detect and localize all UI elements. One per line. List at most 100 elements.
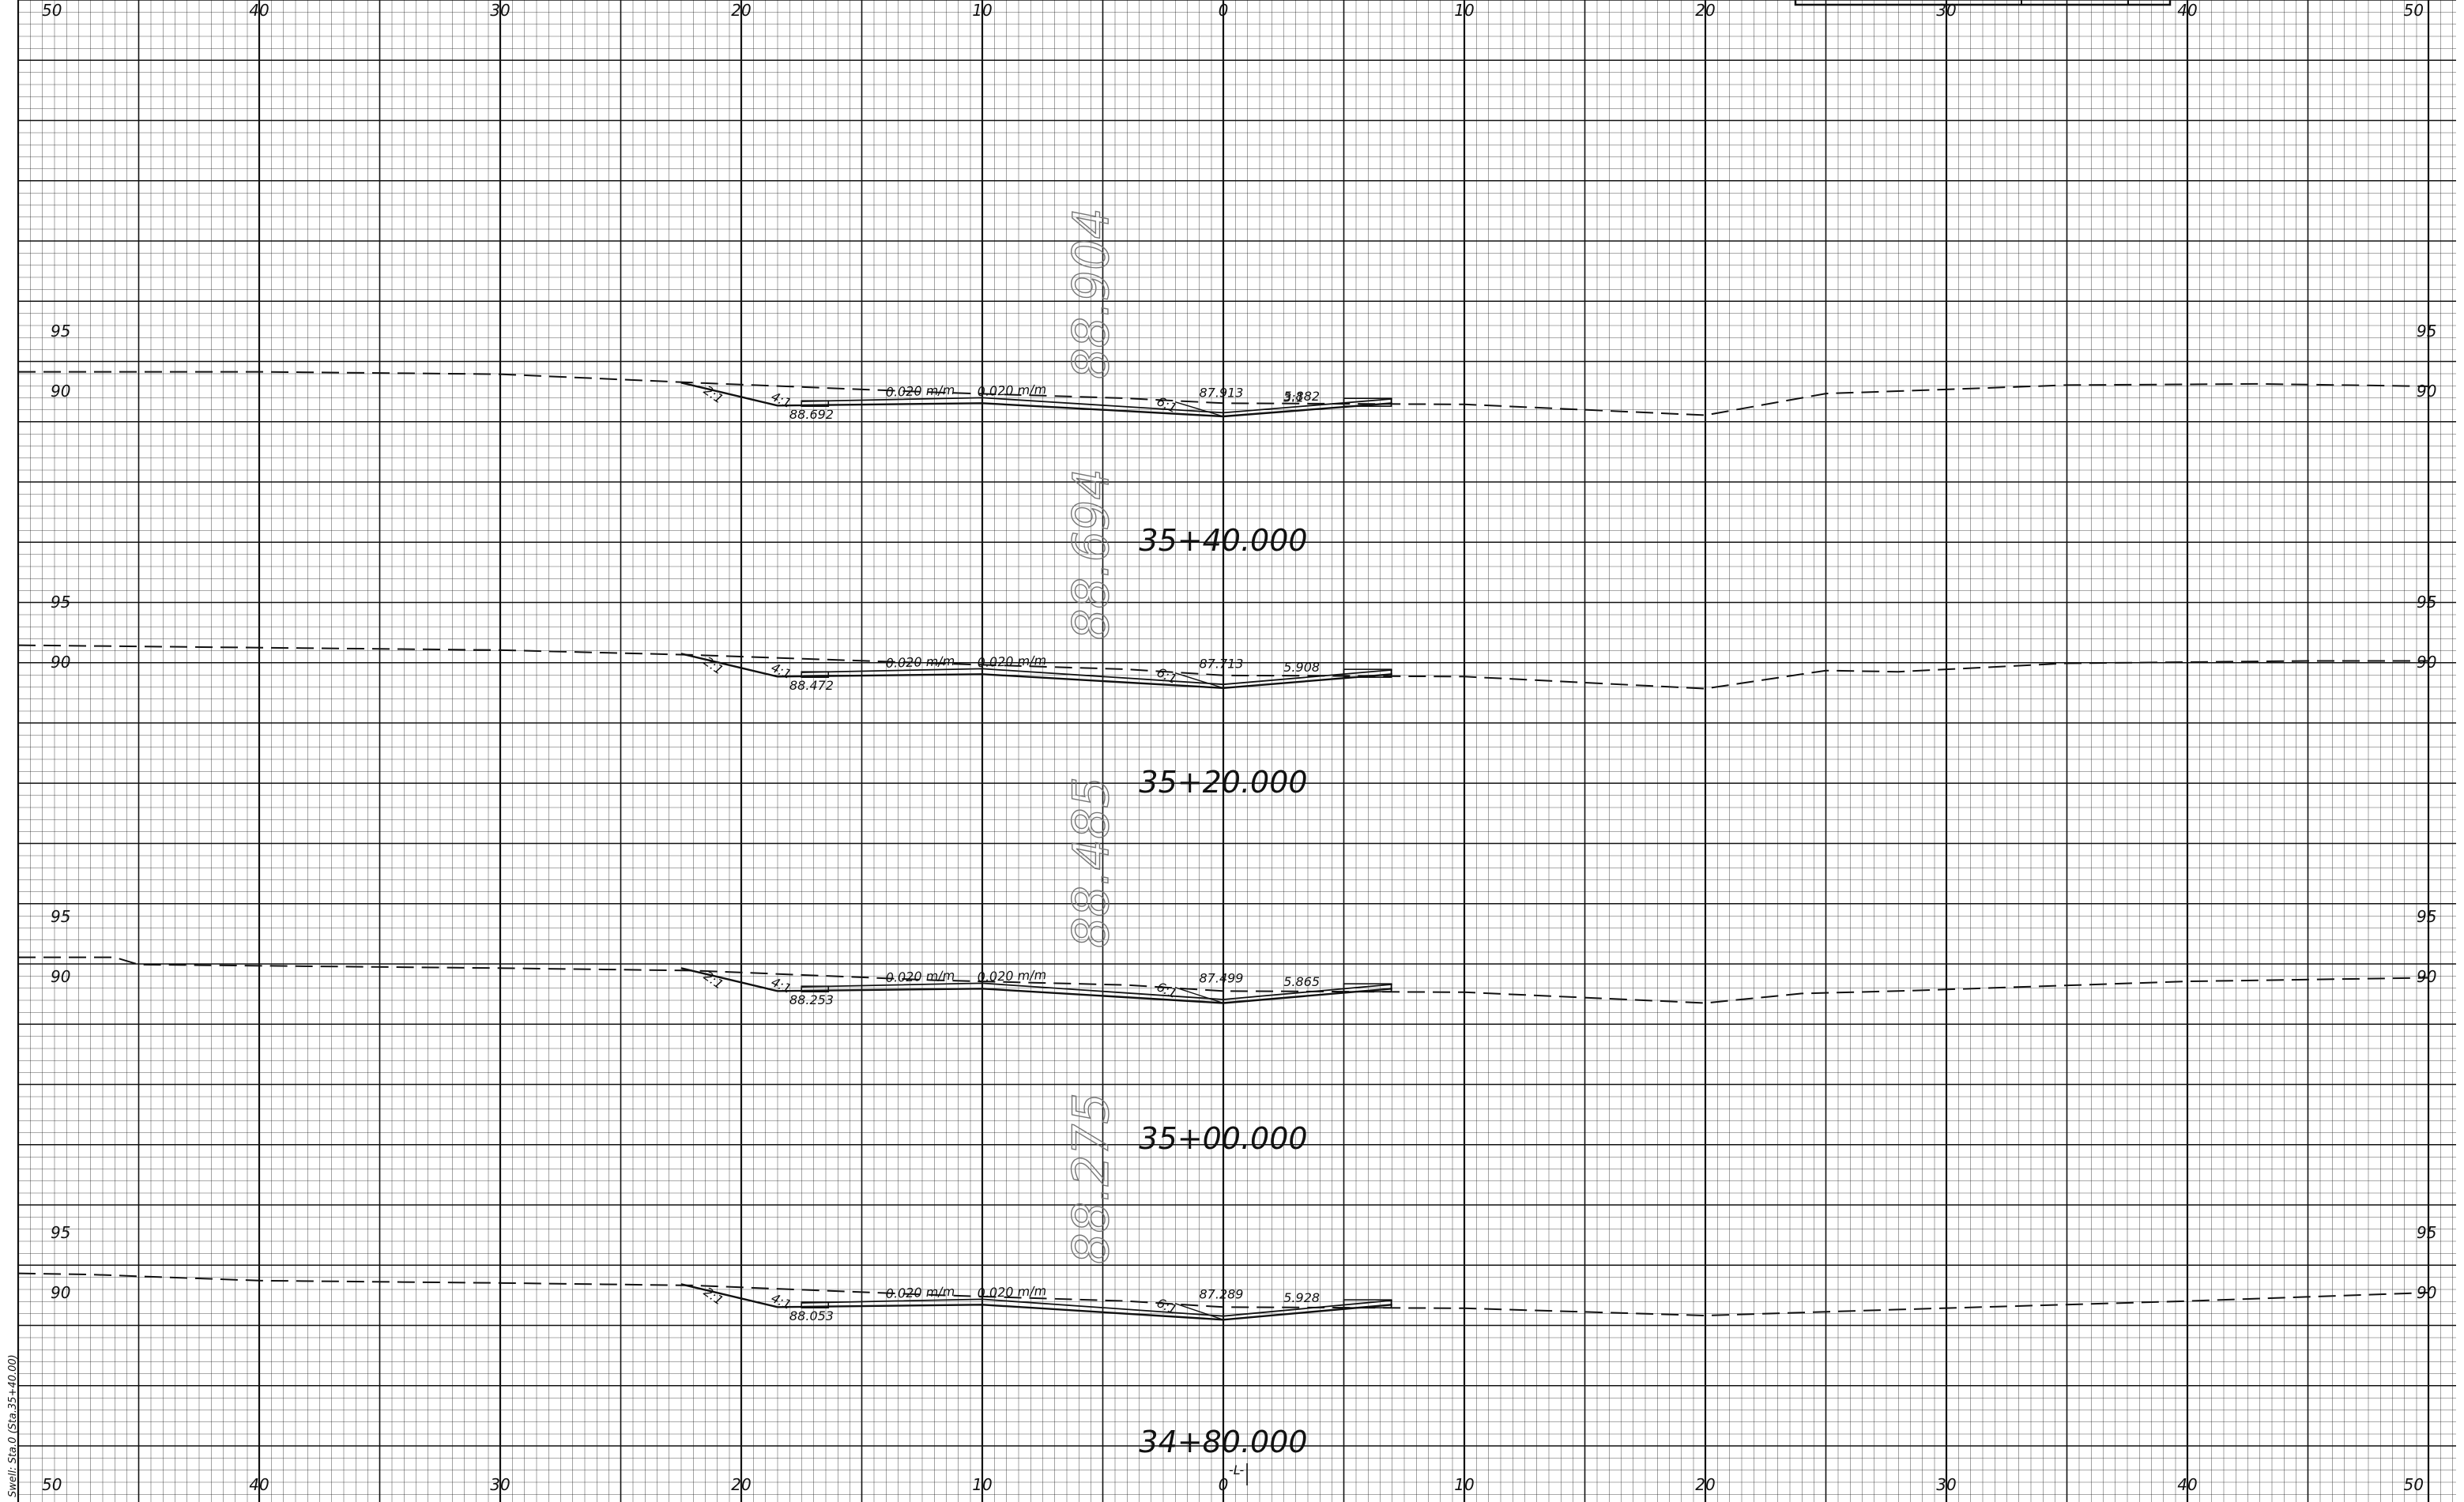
centerline-elevation: 87.289 [1200, 1287, 1244, 1302]
elevation-label-95-left: 95 [51, 907, 70, 926]
finished-grade-elevation: 88.275 [1062, 1093, 1120, 1264]
lane-slope-left: 0.020 m/m [885, 653, 955, 671]
station-label: 34+80.000 [1139, 1425, 1307, 1459]
pavement-line [801, 1298, 1392, 1317]
offset-axis-top: 50 40 30 20 10 0 10 20 30 40 50 [42, 1, 2424, 20]
elevation-label-90-left: 90 [51, 653, 70, 672]
offset-tick-bottom: 10 [1454, 1475, 1474, 1494]
offset-tick-top: 40 [249, 1, 269, 20]
left-ditch-elevation: 88.472 [789, 678, 834, 693]
pavement-line [801, 982, 1392, 1000]
existing-ground-line [17, 644, 2428, 690]
centerline-elevation: 87.913 [1200, 386, 1244, 401]
offset-tick-top: 30 [490, 1, 510, 20]
proposed-template-line [680, 967, 1392, 1004]
elevation-label-95-left: 95 [51, 322, 70, 341]
lane-slope-right: 0.020 m/m [977, 1283, 1046, 1301]
major-grid-lines [17, 0, 2456, 1502]
left-ditch-elevation: 88.692 [789, 407, 834, 422]
right-width: 5.908 [1283, 660, 1320, 675]
right-ditch-slope [1174, 672, 1224, 689]
elevation-label-90-left: 90 [51, 967, 70, 986]
offset-axis-bottom: 50 40 30 20 10 0 10 20 30 40 50 [42, 1475, 2424, 1494]
offset-tick-top: 20 [731, 1, 751, 20]
right-width: 5.865 [1283, 974, 1320, 989]
graph-paper-grid [18, 0, 2456, 1502]
right-ditch-slope [1174, 401, 1224, 417]
offset-tick-bottom: 20 [1695, 1475, 1715, 1494]
offset-tick-top: 20 [1695, 1, 1715, 20]
offset-tick-top: 0 [1219, 1, 1229, 20]
right-width: 5.928 [1283, 1290, 1320, 1305]
margin-note: Swell: Sta.0 (Sta.35+40.00) [7, 1354, 19, 1497]
elevation-label-90-right: 90 [2417, 967, 2436, 986]
offset-tick-bottom: 40 [249, 1475, 269, 1494]
station-label: 35+40.000 [1139, 523, 1307, 558]
proposed-template-line [680, 653, 1392, 690]
left-shoulder-block [801, 1301, 830, 1308]
offset-tick-bottom: 50 [2404, 1475, 2424, 1494]
slope-label-right-2: 3:1 [1283, 390, 1304, 405]
lane-slope-left: 0.020 m/m [885, 1284, 955, 1301]
left-shoulder-block [801, 985, 830, 992]
offset-tick-top: 30 [1936, 1, 1956, 20]
elevation-label-90-left: 90 [51, 382, 70, 401]
offset-tick-top: 10 [1454, 1, 1474, 20]
left-shoulder-block [801, 400, 830, 408]
finished-grade-elevation: 88.485 [1062, 777, 1120, 948]
elevation-label-95-right: 95 [2417, 907, 2436, 926]
pavement-line [801, 397, 1392, 414]
left-ditch-elevation: 88.253 [789, 992, 834, 1007]
offset-tick-bottom: 10 [972, 1475, 992, 1494]
offset-tick-bottom: 20 [731, 1475, 751, 1494]
right-ditch-slope [1174, 1303, 1224, 1320]
centerline-elevation: 87.713 [1200, 657, 1244, 672]
finished-grade-elevation: 88.694 [1062, 469, 1120, 640]
elevation-label-90-right: 90 [2417, 653, 2436, 672]
right-shoulder-block [1343, 983, 1392, 992]
right-shoulder-block [1343, 1299, 1392, 1308]
centerline-mark: -L- [1229, 1462, 1244, 1478]
offset-tick-top: 10 [972, 1, 992, 20]
right-width: 5.882 [1283, 389, 1320, 404]
right-shoulder-block [1343, 397, 1392, 407]
left-shoulder-block [801, 671, 830, 679]
offset-tick-bottom: 40 [2177, 1475, 2197, 1494]
offset-tick-bottom: 0 [1219, 1475, 1229, 1494]
proposed-template-line [680, 1283, 1392, 1321]
station-label: 35+20.000 [1139, 765, 1307, 800]
station-label: 35+00.000 [1139, 1121, 1307, 1156]
elevation-label-95-right: 95 [2417, 322, 2436, 341]
lane-slope-left: 0.020 m/m [885, 382, 955, 400]
elevation-label-90-right: 90 [2417, 382, 2436, 401]
offset-tick-bottom: 30 [490, 1475, 510, 1494]
proposed-template-line [680, 382, 1392, 418]
lane-slope-right: 0.020 m/m [977, 967, 1046, 984]
offset-tick-top: 40 [2177, 1, 2197, 20]
offset-tick-bottom: 50 [42, 1475, 62, 1494]
offset-tick-top: 50 [42, 1, 62, 20]
elevation-label-95-left: 95 [51, 1223, 70, 1242]
elevation-label-95-right: 95 [2417, 593, 2436, 612]
lane-slope-right: 0.020 m/m [977, 653, 1046, 670]
right-ditch-slope [1174, 987, 1224, 1004]
lane-slope-right: 0.020 m/m [977, 382, 1046, 399]
lane-slope-left: 0.020 m/m [885, 968, 955, 985]
elevation-label-95-right: 95 [2417, 1223, 2436, 1242]
elevation-label-95-left: 95 [51, 593, 70, 612]
centerline-elevation: 87.499 [1200, 971, 1244, 986]
right-shoulder-block [1343, 668, 1392, 678]
offset-tick-top: 50 [2404, 1, 2424, 20]
existing-ground-line [17, 1272, 2429, 1317]
elevation-label-90-left: 90 [51, 1283, 70, 1302]
pavement-line [801, 668, 1392, 686]
left-ditch-elevation: 88.053 [789, 1308, 834, 1323]
finished-grade-elevation: 88.904 [1062, 208, 1120, 379]
title-block-fragment [1794, 0, 2172, 6]
